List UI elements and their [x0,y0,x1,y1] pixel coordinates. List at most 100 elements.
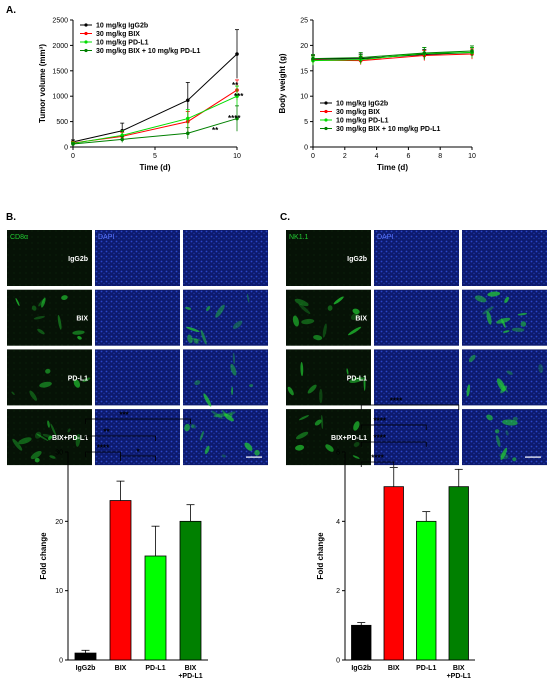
stain-signal [353,421,360,431]
tumor-volume-chart: 0 500 1000 1500 2000 2500 0 5 10 Time (d) Tumor vo… [38,18,244,173]
stain-signal [57,315,62,330]
significance-bracket: **** [360,397,460,410]
micrograph-pd-l1-stain: PD-L1 [286,349,371,406]
micrograph-bix-pd-l1-merge [462,409,547,466]
x-tick-label: 2 [343,153,347,160]
legend-marker [324,118,328,122]
stain-signal [11,391,15,395]
legend-entry-0: 10 mg/kg IgG2b [80,23,148,30]
stain-signal [486,414,493,421]
x-category-label: BIX [388,665,400,672]
x-category-label: BIX [185,665,197,672]
micrograph-tile [374,349,459,406]
stain-channel-label: NK1.1 [289,234,309,241]
y-tick-label: 500 [56,119,68,126]
bar [179,520,202,661]
stain-signal [512,416,518,422]
micrograph-bix-pd-l1-dapi [374,409,459,466]
stain-signal [224,413,234,422]
micrograph-bix-pd-l1-stain: BIX+PD-L1 [7,409,92,466]
micrograph-tile [286,230,371,286]
stain-signal [190,337,202,341]
stain-signal [325,444,334,452]
micrograph-grid-c: NK1.1 IgG2b DAPI BIX PD-L1 BIX+PD-L1 [286,230,547,466]
y-tick-label: 0 [59,658,63,665]
micrograph-tile [374,289,459,346]
stain-signal [194,380,201,386]
bar [144,555,167,661]
data-point [71,142,75,146]
data-point [186,131,190,136]
stain-signal [295,444,305,451]
y-tick-label: 0 [304,145,308,152]
stain-signal [468,354,476,363]
significance-mark: **** [228,114,241,123]
y-tick-label: 5 [304,119,308,126]
legend-entry-2: 10 mg/kg PD-L1 [80,40,149,47]
x-category-label: PD-L1 [145,665,165,672]
stain-signal [520,321,527,327]
stain-signal [494,429,500,434]
stain-signal [37,328,45,335]
data-point [120,137,124,142]
micrograph-tile [183,230,268,286]
stain-signal [500,385,508,394]
micrograph-bix-dapi [374,289,459,346]
stain-signal [353,441,360,447]
significance-bracket: **** [85,444,121,457]
stain-signal [499,452,509,460]
stain-signal [41,297,46,308]
significance-bracket: * [120,448,156,461]
dapi-channel-label: DAPI [377,234,393,241]
stain-signal [199,431,204,441]
y-tick-label: 2 [336,588,340,595]
significance-mark: **** [390,397,403,406]
micrograph-bix-dapi [95,289,180,346]
significance-mark: **** [371,454,384,463]
y-axis-title: Fold change [316,532,325,580]
legend-entry-3: 30 mg/kg BIX + 10 mg/kg PD-L1 [320,126,441,133]
micrograph-igg2b-merge [183,230,268,286]
significance-mark: ** [212,126,219,135]
significance-mark: **** [374,434,387,443]
row-label: BIX+PD-L1 [331,435,367,442]
row-label: BIX+PD-L1 [52,435,88,442]
stain-signal [348,326,362,336]
stain-signal [346,368,349,375]
stain-signal [466,384,471,397]
stain-signal [45,368,51,374]
significance-mark: **** [374,417,387,426]
stain-signal [294,298,309,307]
bracket-line [360,404,460,410]
stain-signal [34,457,40,463]
stain-signal [287,386,294,396]
bracket-line [85,435,156,441]
stain-signal [231,386,233,396]
x-category-label: IgG2b [76,665,96,672]
y-tick-label: 10 [300,94,308,101]
series-line [312,50,473,60]
panel-label-c: C. [280,212,290,223]
stain-signal [474,295,487,303]
bracket-line [360,441,427,447]
stain-signal [30,450,42,460]
micrograph-tile [183,349,268,406]
data-point [358,55,363,60]
stain-signal [33,315,45,320]
stain-signal [232,320,243,329]
y-tick-label: 2000 [52,43,68,50]
y-tick-label: 6 [336,450,340,457]
legend-entry-1: 30 mg/kg BIX [320,109,380,116]
stain-signal [82,377,91,383]
stain-signal [502,330,510,333]
stain-signal [301,318,315,325]
significance-mark: * [136,448,140,457]
x-tick-label: 8 [438,153,442,160]
stain-signal [73,379,81,388]
panel-label-a: A. [6,5,16,16]
legend-label: 10 mg/kg IgG2b [336,101,388,108]
stain-signal [75,433,81,447]
micrograph-tile [286,289,371,346]
